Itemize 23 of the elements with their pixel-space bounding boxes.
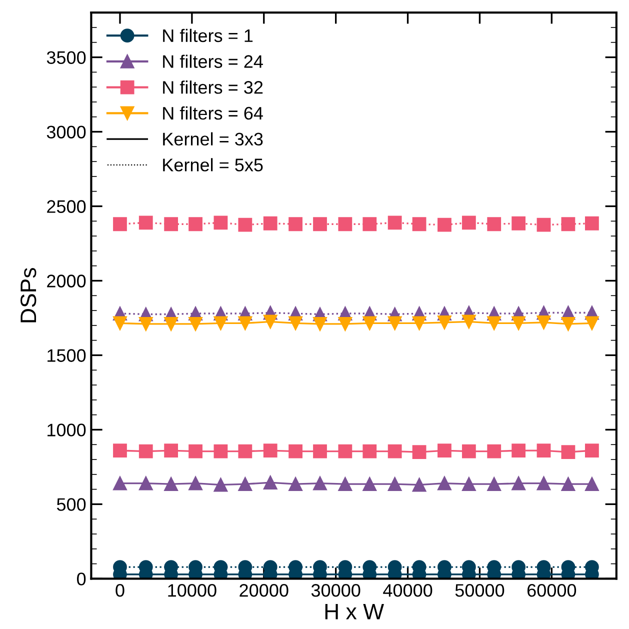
y-tick-label: 2000 [47,274,86,288]
y-tick-label: 3000 [46,126,86,138]
annotation: Kernel = 3x3 [163,132,263,146]
x-tick-label: 10000 [168,584,216,597]
x-axis-title: H x W [325,604,384,620]
x-tick-label: 0 [116,584,124,597]
x-tick-label: 30000 [311,584,360,597]
legend-label: N filters = 1 [163,28,253,42]
y-tick-label: 0 [77,572,86,586]
x-tick-label: 20000 [240,584,288,597]
y-tick-label: 2500 [47,200,86,213]
y-axis-title: DSPs [20,268,36,322]
legend-label: N filters = 24 [163,54,263,68]
x-tick-label: 60000 [527,584,576,597]
x-tick-label: 40000 [383,584,432,597]
legend-label: N filters = 32 [163,80,263,94]
y-tick-label: 500 [56,498,86,511]
y-tick-label: 1000 [48,424,86,436]
y-tick-label: 1500 [48,349,86,362]
legend-label: N filters = 64 [163,106,263,120]
y-tick-label: 3500 [46,51,86,64]
x-tick-label: 50000 [455,584,504,597]
annotation: Kernel = 5x5 [163,158,263,172]
